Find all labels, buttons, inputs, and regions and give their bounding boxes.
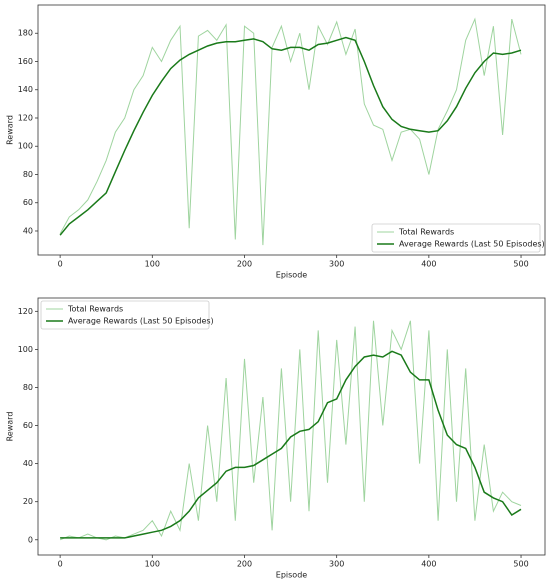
x-axis-label: Episode [276,271,307,280]
y-tick-label: 80 [23,383,33,392]
y-tick-label: 100 [18,142,33,151]
x-tick-label: 200 [237,260,252,269]
series-line [60,350,522,539]
y-tick-label: 60 [23,198,33,207]
y-tick-label: 80 [23,170,33,179]
x-tick-label: 200 [237,560,252,569]
y-tick-label: 100 [18,345,33,354]
y-tick-label: 120 [18,307,33,316]
y-tick-label: 60 [23,421,33,430]
y-tick-label: 120 [18,113,33,122]
axes-frame [37,297,546,556]
y-tick-label: 40 [23,226,33,235]
legend-label: Total Rewards [67,305,123,314]
legend-box [371,223,541,253]
x-tick-label: 400 [421,560,436,569]
x-tick-label: 500 [513,560,528,569]
x-tick-label: 100 [145,260,160,269]
axes-frame [37,4,546,256]
series-line [59,36,522,236]
y-tick-label: 40 [23,459,33,468]
x-tick-label: 0 [58,260,63,269]
y-axis-label: Reward [6,115,15,145]
y-tick-label: 160 [18,57,33,66]
series-line [59,320,522,541]
y-tick-label: 20 [23,497,33,506]
x-tick-label: 100 [145,560,160,569]
legend-label: Average Rewards (Last 50 Episodes) [399,240,545,249]
series-line [59,17,522,246]
legend-label: Total Rewards [398,228,454,237]
legend-box [40,300,210,330]
y-axis-label: Reward [6,412,15,442]
x-tick-label: 500 [513,260,528,269]
x-tick-label: 400 [421,260,436,269]
x-tick-label: 300 [329,560,344,569]
y-tick-label: 0 [28,535,33,544]
x-tick-label: 0 [58,560,63,569]
y-tick-label: 180 [18,29,33,38]
x-axis-label: Episode [276,571,307,579]
legend-label: Average Rewards (Last 50 Episodes) [68,317,214,326]
y-tick-label: 140 [18,85,33,94]
x-tick-label: 300 [329,260,344,269]
